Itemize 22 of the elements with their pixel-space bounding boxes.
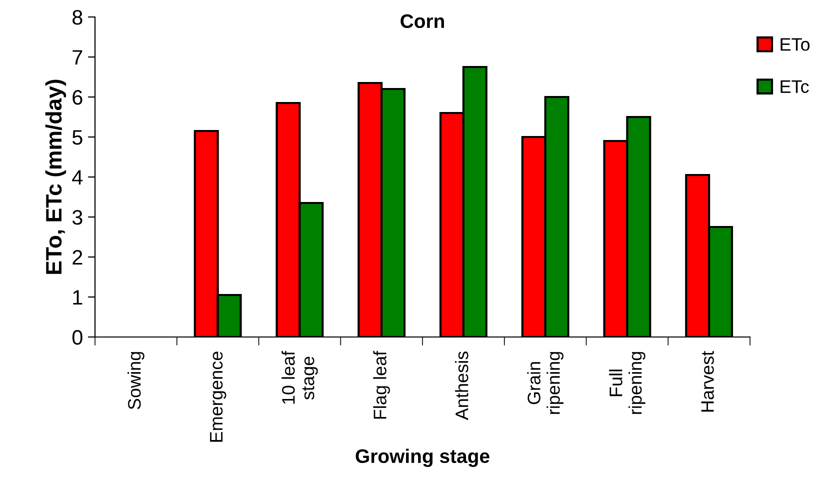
x-tick-label: Emergence xyxy=(210,352,226,442)
y-tick-label: 0 xyxy=(72,330,82,345)
y-tick-label: 8 xyxy=(72,10,82,25)
chart-title: Corn xyxy=(400,14,444,28)
x-tick-label: Full ripening xyxy=(609,352,646,414)
x-tick-label: Grain ripening xyxy=(527,352,564,414)
y-tick-label: 5 xyxy=(72,130,82,145)
y-tick-label: 6 xyxy=(72,90,82,105)
x-tick-label: 10 leaf stage xyxy=(282,350,318,404)
legend-label: ETc xyxy=(780,80,809,93)
y-axis-title: ETo, ETc (mm/day) xyxy=(45,80,66,274)
x-tick-label: Harvest xyxy=(701,351,714,412)
y-tick-label: 4 xyxy=(72,170,83,185)
y-tick-label: 7 xyxy=(72,50,82,65)
legend-label: ETo xyxy=(780,38,810,51)
x-tick-label: Flag leaf xyxy=(373,350,390,419)
x-tick-label: Anthesis xyxy=(455,352,468,420)
x-axis-title: Growing stage xyxy=(356,448,490,467)
x-tick-label: Sowing xyxy=(128,352,144,410)
y-tick-label: 1 xyxy=(73,290,82,305)
y-tick-label: 2 xyxy=(72,250,82,265)
y-tick-label: 3 xyxy=(72,210,82,225)
